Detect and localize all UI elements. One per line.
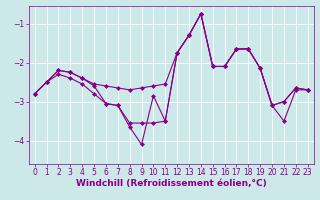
X-axis label: Windchill (Refroidissement éolien,°C): Windchill (Refroidissement éolien,°C) (76, 179, 267, 188)
